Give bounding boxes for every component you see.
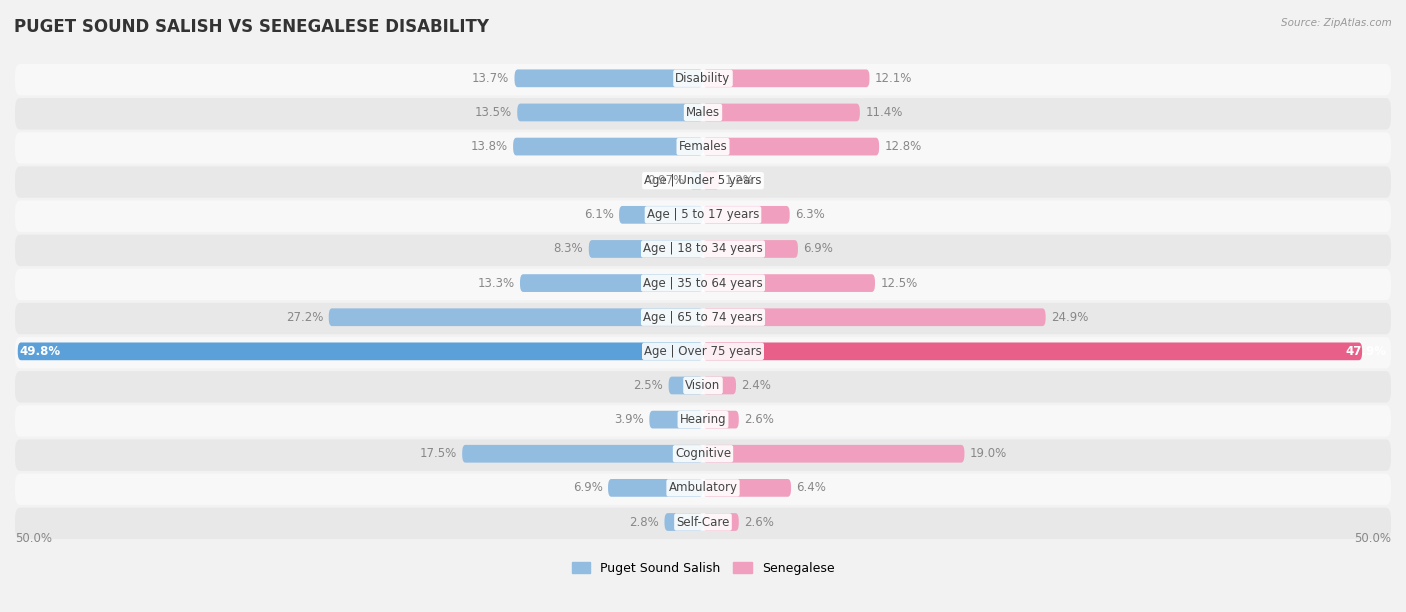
FancyBboxPatch shape: [665, 513, 703, 531]
FancyBboxPatch shape: [513, 138, 703, 155]
Text: 12.1%: 12.1%: [875, 72, 912, 85]
FancyBboxPatch shape: [669, 376, 703, 394]
Text: Disability: Disability: [675, 72, 731, 85]
Text: 27.2%: 27.2%: [285, 311, 323, 324]
Text: 24.9%: 24.9%: [1052, 311, 1088, 324]
FancyBboxPatch shape: [520, 274, 703, 292]
Text: 50.0%: 50.0%: [15, 532, 52, 545]
Text: Age | Under 5 years: Age | Under 5 years: [644, 174, 762, 187]
FancyBboxPatch shape: [329, 308, 703, 326]
Text: 6.1%: 6.1%: [583, 208, 613, 222]
FancyBboxPatch shape: [15, 303, 1391, 334]
Text: 13.5%: 13.5%: [475, 106, 512, 119]
Text: 8.3%: 8.3%: [554, 242, 583, 255]
Text: Age | 5 to 17 years: Age | 5 to 17 years: [647, 208, 759, 222]
Text: 50.0%: 50.0%: [1354, 532, 1391, 545]
FancyBboxPatch shape: [703, 343, 1362, 360]
Text: 11.4%: 11.4%: [865, 106, 903, 119]
Text: 13.8%: 13.8%: [471, 140, 508, 153]
FancyBboxPatch shape: [703, 308, 1046, 326]
Text: 3.9%: 3.9%: [614, 413, 644, 426]
FancyBboxPatch shape: [703, 513, 738, 531]
FancyBboxPatch shape: [517, 103, 703, 121]
Text: Age | 18 to 34 years: Age | 18 to 34 years: [643, 242, 763, 255]
Text: 47.9%: 47.9%: [1346, 345, 1386, 358]
FancyBboxPatch shape: [515, 69, 703, 87]
Text: 13.7%: 13.7%: [472, 72, 509, 85]
FancyBboxPatch shape: [15, 508, 1391, 539]
Text: 6.3%: 6.3%: [796, 208, 825, 222]
Text: 2.4%: 2.4%: [741, 379, 772, 392]
FancyBboxPatch shape: [589, 240, 703, 258]
FancyBboxPatch shape: [15, 269, 1391, 300]
Text: Hearing: Hearing: [679, 413, 727, 426]
FancyBboxPatch shape: [703, 376, 735, 394]
Text: 2.6%: 2.6%: [744, 413, 775, 426]
FancyBboxPatch shape: [607, 479, 703, 497]
Text: 0.97%: 0.97%: [647, 174, 685, 187]
Text: Self-Care: Self-Care: [676, 515, 730, 529]
Text: Age | 65 to 74 years: Age | 65 to 74 years: [643, 311, 763, 324]
FancyBboxPatch shape: [703, 172, 720, 190]
FancyBboxPatch shape: [15, 234, 1391, 266]
Text: 6.9%: 6.9%: [572, 482, 603, 494]
FancyBboxPatch shape: [703, 274, 875, 292]
FancyBboxPatch shape: [703, 69, 869, 87]
Text: 1.2%: 1.2%: [725, 174, 755, 187]
Text: Ambulatory: Ambulatory: [668, 482, 738, 494]
FancyBboxPatch shape: [690, 172, 703, 190]
Text: Females: Females: [679, 140, 727, 153]
Text: Cognitive: Cognitive: [675, 447, 731, 460]
Text: 17.5%: 17.5%: [419, 447, 457, 460]
Text: 12.8%: 12.8%: [884, 140, 922, 153]
Text: 2.6%: 2.6%: [744, 515, 775, 529]
Text: 12.5%: 12.5%: [880, 277, 918, 289]
FancyBboxPatch shape: [703, 411, 738, 428]
FancyBboxPatch shape: [15, 474, 1391, 505]
Legend: Puget Sound Salish, Senegalese: Puget Sound Salish, Senegalese: [567, 557, 839, 580]
Text: PUGET SOUND SALISH VS SENEGALESE DISABILITY: PUGET SOUND SALISH VS SENEGALESE DISABIL…: [14, 18, 489, 36]
Text: 6.4%: 6.4%: [797, 482, 827, 494]
FancyBboxPatch shape: [15, 337, 1391, 368]
FancyBboxPatch shape: [15, 132, 1391, 163]
FancyBboxPatch shape: [703, 206, 790, 224]
Text: Males: Males: [686, 106, 720, 119]
FancyBboxPatch shape: [463, 445, 703, 463]
Text: 13.3%: 13.3%: [478, 277, 515, 289]
FancyBboxPatch shape: [15, 405, 1391, 437]
Text: 19.0%: 19.0%: [970, 447, 1007, 460]
Text: Vision: Vision: [685, 379, 721, 392]
FancyBboxPatch shape: [703, 445, 965, 463]
FancyBboxPatch shape: [18, 343, 703, 360]
FancyBboxPatch shape: [650, 411, 703, 428]
FancyBboxPatch shape: [15, 201, 1391, 232]
FancyBboxPatch shape: [15, 98, 1391, 130]
Text: Age | Over 75 years: Age | Over 75 years: [644, 345, 762, 358]
FancyBboxPatch shape: [15, 166, 1391, 198]
FancyBboxPatch shape: [703, 103, 860, 121]
FancyBboxPatch shape: [15, 371, 1391, 403]
Text: Source: ZipAtlas.com: Source: ZipAtlas.com: [1281, 18, 1392, 28]
FancyBboxPatch shape: [15, 64, 1391, 95]
FancyBboxPatch shape: [619, 206, 703, 224]
Text: Age | 35 to 64 years: Age | 35 to 64 years: [643, 277, 763, 289]
Text: 2.5%: 2.5%: [633, 379, 664, 392]
FancyBboxPatch shape: [703, 479, 792, 497]
FancyBboxPatch shape: [703, 138, 879, 155]
FancyBboxPatch shape: [703, 240, 799, 258]
Text: 49.8%: 49.8%: [20, 345, 60, 358]
Text: 6.9%: 6.9%: [803, 242, 834, 255]
Text: 2.8%: 2.8%: [630, 515, 659, 529]
FancyBboxPatch shape: [15, 439, 1391, 471]
